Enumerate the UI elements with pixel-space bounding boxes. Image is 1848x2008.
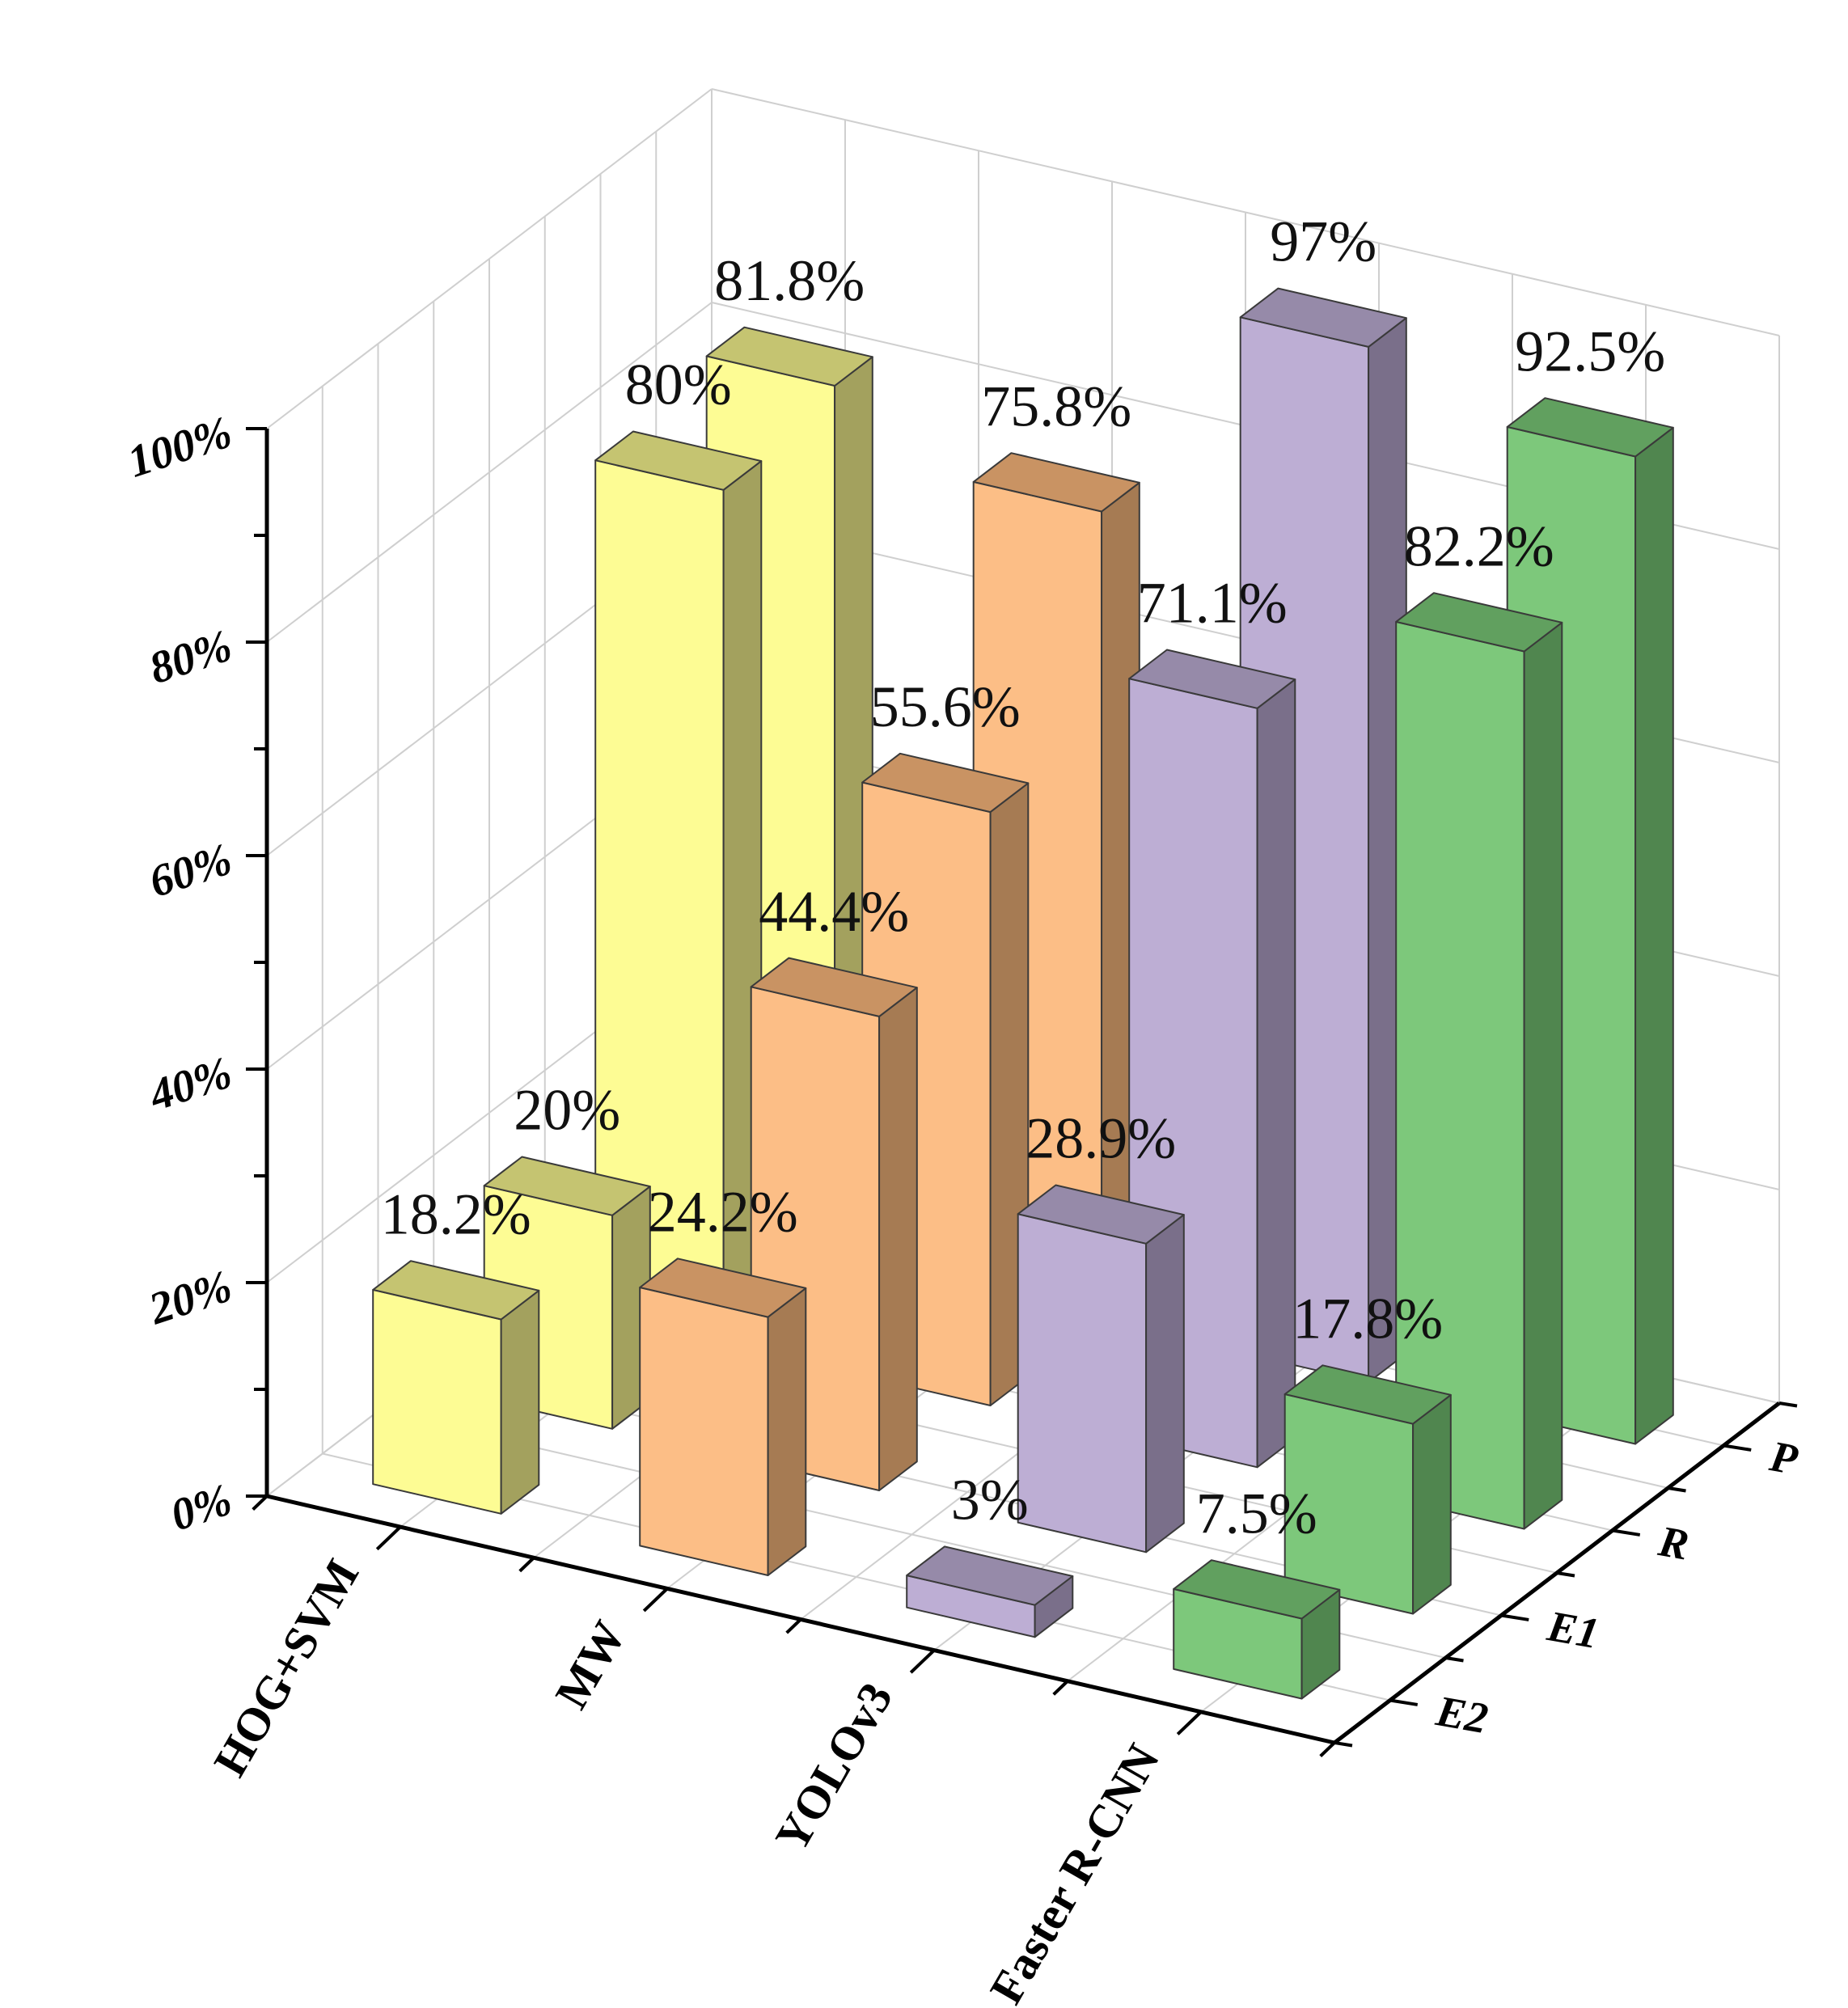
- data-label: 24.2%: [648, 1179, 798, 1244]
- data-label: 55.6%: [870, 674, 1021, 739]
- bar: 28.9%: [1017, 1106, 1185, 1554]
- bar-side-face: [1523, 621, 1563, 1530]
- data-label: 80%: [625, 353, 732, 417]
- data-label: 71.1%: [1137, 571, 1288, 636]
- bar-top-face: [1128, 649, 1296, 709]
- bar: 82.2%: [1395, 514, 1563, 1530]
- y-tick-label: R: [1655, 1516, 1693, 1570]
- data-label: 75.8%: [981, 374, 1131, 438]
- bars: 81.8% 75.8% 97% 92.5% 80% 55.6% 71.1% 82.2% 20% 4…: [372, 209, 1674, 1700]
- x-tick-label: YOLOv3: [765, 1674, 903, 1861]
- x-tick: [518, 1556, 535, 1573]
- x-tick: [252, 1494, 269, 1511]
- y-tick: [1445, 1656, 1464, 1663]
- x-tick: [375, 1525, 402, 1551]
- bar-front-face: [372, 1288, 502, 1515]
- bar-side-face: [878, 987, 918, 1491]
- x-tick-label: MW: [545, 1612, 636, 1717]
- bar-front-face: [1017, 1213, 1148, 1554]
- data-label: 92.5%: [1515, 319, 1665, 383]
- z-tick-label: 40%: [142, 1047, 238, 1121]
- x-tick: [909, 1649, 936, 1674]
- bar-side-face: [500, 1289, 540, 1515]
- y-tick: [1612, 1528, 1641, 1537]
- bar-side-face: [767, 1287, 807, 1576]
- x-tick: [785, 1618, 802, 1634]
- y-tick: [1723, 1444, 1752, 1452]
- y-tick-label: E2: [1432, 1686, 1491, 1743]
- y-tick-label: E1: [1543, 1601, 1602, 1658]
- x-tick: [642, 1587, 669, 1613]
- x-tick: [1319, 1741, 1336, 1758]
- z-tick-label: 0%: [165, 1474, 238, 1541]
- y-tick-label: P: [1766, 1431, 1802, 1484]
- bar: 3%: [906, 1468, 1074, 1638]
- data-label: 44.4%: [759, 879, 909, 944]
- data-label: 81.8%: [714, 248, 865, 313]
- bar-top-face: [1283, 1364, 1452, 1425]
- data-label: 28.9%: [1025, 1106, 1176, 1171]
- data-label: 82.2%: [1404, 514, 1554, 578]
- x-tick-label: Faster R-CNN: [979, 1735, 1169, 2008]
- bar-top-face: [1506, 397, 1674, 458]
- bar-top-face: [1173, 1559, 1341, 1620]
- z-tick-label: 20%: [142, 1261, 238, 1334]
- bar-top-face: [1017, 1184, 1185, 1245]
- y-tick: [1668, 1486, 1686, 1493]
- bar: 17.8%: [1283, 1286, 1452, 1615]
- z-tick-label: 100%: [122, 407, 238, 487]
- data-label: 3%: [951, 1468, 1029, 1532]
- x-tick: [1176, 1710, 1203, 1735]
- bar: 44.4%: [750, 879, 918, 1491]
- bar-top-face: [639, 1258, 807, 1318]
- bar-top-face: [372, 1260, 540, 1321]
- y-tick: [1334, 1741, 1353, 1748]
- z-tick-label: 80%: [143, 620, 238, 694]
- y-tick: [1556, 1571, 1575, 1578]
- bar-top-face: [705, 326, 873, 387]
- data-label: 20%: [514, 1078, 620, 1143]
- x-tick: [1052, 1680, 1069, 1696]
- x-tick-label: HOG+SVM: [203, 1550, 369, 1785]
- z-tick-label: 60%: [143, 834, 238, 907]
- data-label: 18.2%: [381, 1182, 531, 1246]
- data-label: 17.8%: [1292, 1286, 1443, 1351]
- bar-top-face: [483, 1156, 651, 1216]
- y-tick: [1778, 1401, 1798, 1408]
- bar-top-face: [1395, 592, 1563, 653]
- bar-side-face: [1145, 1214, 1185, 1554]
- y-tick: [1389, 1698, 1419, 1706]
- data-label: 7.5%: [1196, 1481, 1317, 1545]
- bar: 24.2%: [639, 1179, 807, 1576]
- bar-side-face: [1412, 1393, 1452, 1615]
- bar-top-face: [861, 752, 1030, 814]
- y-tick: [1500, 1613, 1529, 1621]
- bar-top-face: [906, 1545, 1074, 1606]
- data-label: 97%: [1270, 209, 1376, 274]
- bar: 18.2%: [372, 1182, 540, 1515]
- bar-side-face: [1634, 426, 1674, 1445]
- bar-top-face: [594, 430, 763, 491]
- bar-side-face: [1256, 678, 1296, 1469]
- bar-top-face: [750, 957, 918, 1017]
- bar-front-face: [639, 1287, 769, 1576]
- bar: 7.5%: [1173, 1481, 1341, 1700]
- bar-top-face: [1239, 287, 1407, 348]
- bar-top-face: [972, 452, 1140, 513]
